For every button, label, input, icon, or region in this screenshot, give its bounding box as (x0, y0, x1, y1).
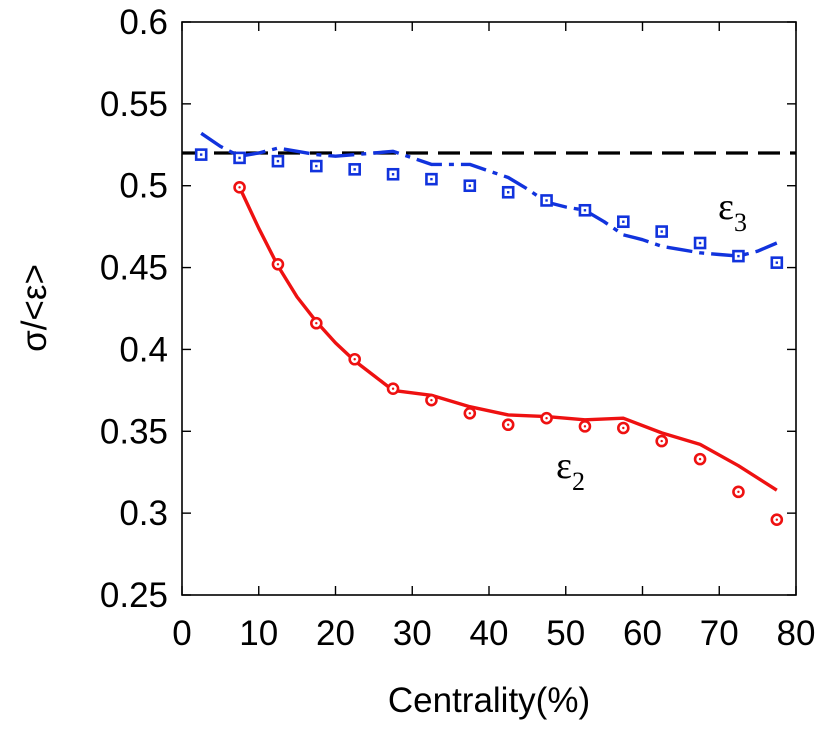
data-point-center (238, 186, 241, 189)
x-tick-label: 0 (172, 614, 191, 653)
y-tick-label: 0.4 (119, 330, 168, 369)
y-tick-label: 0.55 (100, 85, 168, 124)
y-tick-label: 0.6 (119, 3, 168, 42)
data-point-center (775, 261, 779, 264)
x-tick-label: 50 (546, 614, 585, 653)
series-label-eps3: ε3 (718, 186, 747, 237)
data-point-center (622, 426, 625, 430)
x-tick-label: 60 (623, 614, 662, 653)
data-point-center (775, 518, 779, 521)
data-point-center (430, 398, 433, 402)
data-point-center (315, 322, 318, 325)
plot-frame (181, 21, 797, 596)
x-tick-label: 30 (393, 614, 432, 653)
data-point-center (545, 416, 548, 420)
series-label-eps2: ε2 (556, 445, 585, 496)
x-tick-label: 10 (239, 614, 278, 653)
series-label-eps3-main: ε (718, 186, 734, 228)
data-point-center (276, 159, 280, 163)
data-point-center (238, 156, 241, 160)
data-point-center (468, 184, 472, 187)
data-point-center (583, 209, 587, 212)
series-label-eps2-main: ε (556, 445, 572, 487)
y-axis-title: σ/<ε> (15, 264, 54, 352)
data-point-center (353, 168, 356, 171)
plot-area (182, 131, 796, 526)
y-tick-label: 0.45 (100, 249, 168, 288)
x-tick-labels: 0 10 20 30 40 50 60 70 80 (172, 614, 815, 653)
series-label-eps3-sub: 3 (734, 208, 747, 237)
data-point-center (391, 173, 395, 176)
data-point-center (506, 191, 510, 194)
series-curve (200, 131, 778, 258)
data-point-center (622, 220, 625, 223)
data-point-center (199, 153, 203, 156)
x-tick-label: 20 (316, 614, 355, 653)
x-tick-label: 80 (777, 614, 816, 653)
series-eps2 (233, 181, 784, 526)
series-label-eps2-sub: 2 (572, 467, 585, 496)
y-tick-label: 0.3 (119, 494, 168, 533)
data-point-center (698, 457, 702, 461)
data-point-center (506, 423, 510, 426)
x-tick-label: 70 (700, 614, 739, 653)
data-point-center (353, 358, 356, 361)
x-axis-title: Centrality(%) (388, 681, 590, 720)
data-point-center (391, 387, 395, 390)
axis-ticks (181, 21, 797, 596)
data-point-center (698, 241, 702, 245)
data-point-center (430, 177, 433, 181)
data-point-center (468, 412, 472, 415)
series-eps3 (194, 131, 784, 269)
data-point-center (737, 254, 740, 258)
data-point-center (545, 199, 548, 202)
y-tick-label: 0.5 (119, 167, 168, 206)
data-point-center (660, 439, 663, 443)
series-curve (238, 186, 778, 492)
data-point-center (737, 490, 740, 494)
y-tick-label: 0.35 (100, 412, 168, 451)
data-point-center (583, 425, 587, 428)
x-tick-label: 40 (470, 614, 509, 653)
data-point-center (276, 263, 280, 266)
data-point-center (660, 230, 663, 233)
y-tick-label: 0.25 (100, 576, 168, 615)
y-tick-labels: 0.25 0.3 0.35 0.4 0.45 0.5 0.55 0.6 (100, 3, 168, 615)
data-point-center (315, 164, 318, 168)
